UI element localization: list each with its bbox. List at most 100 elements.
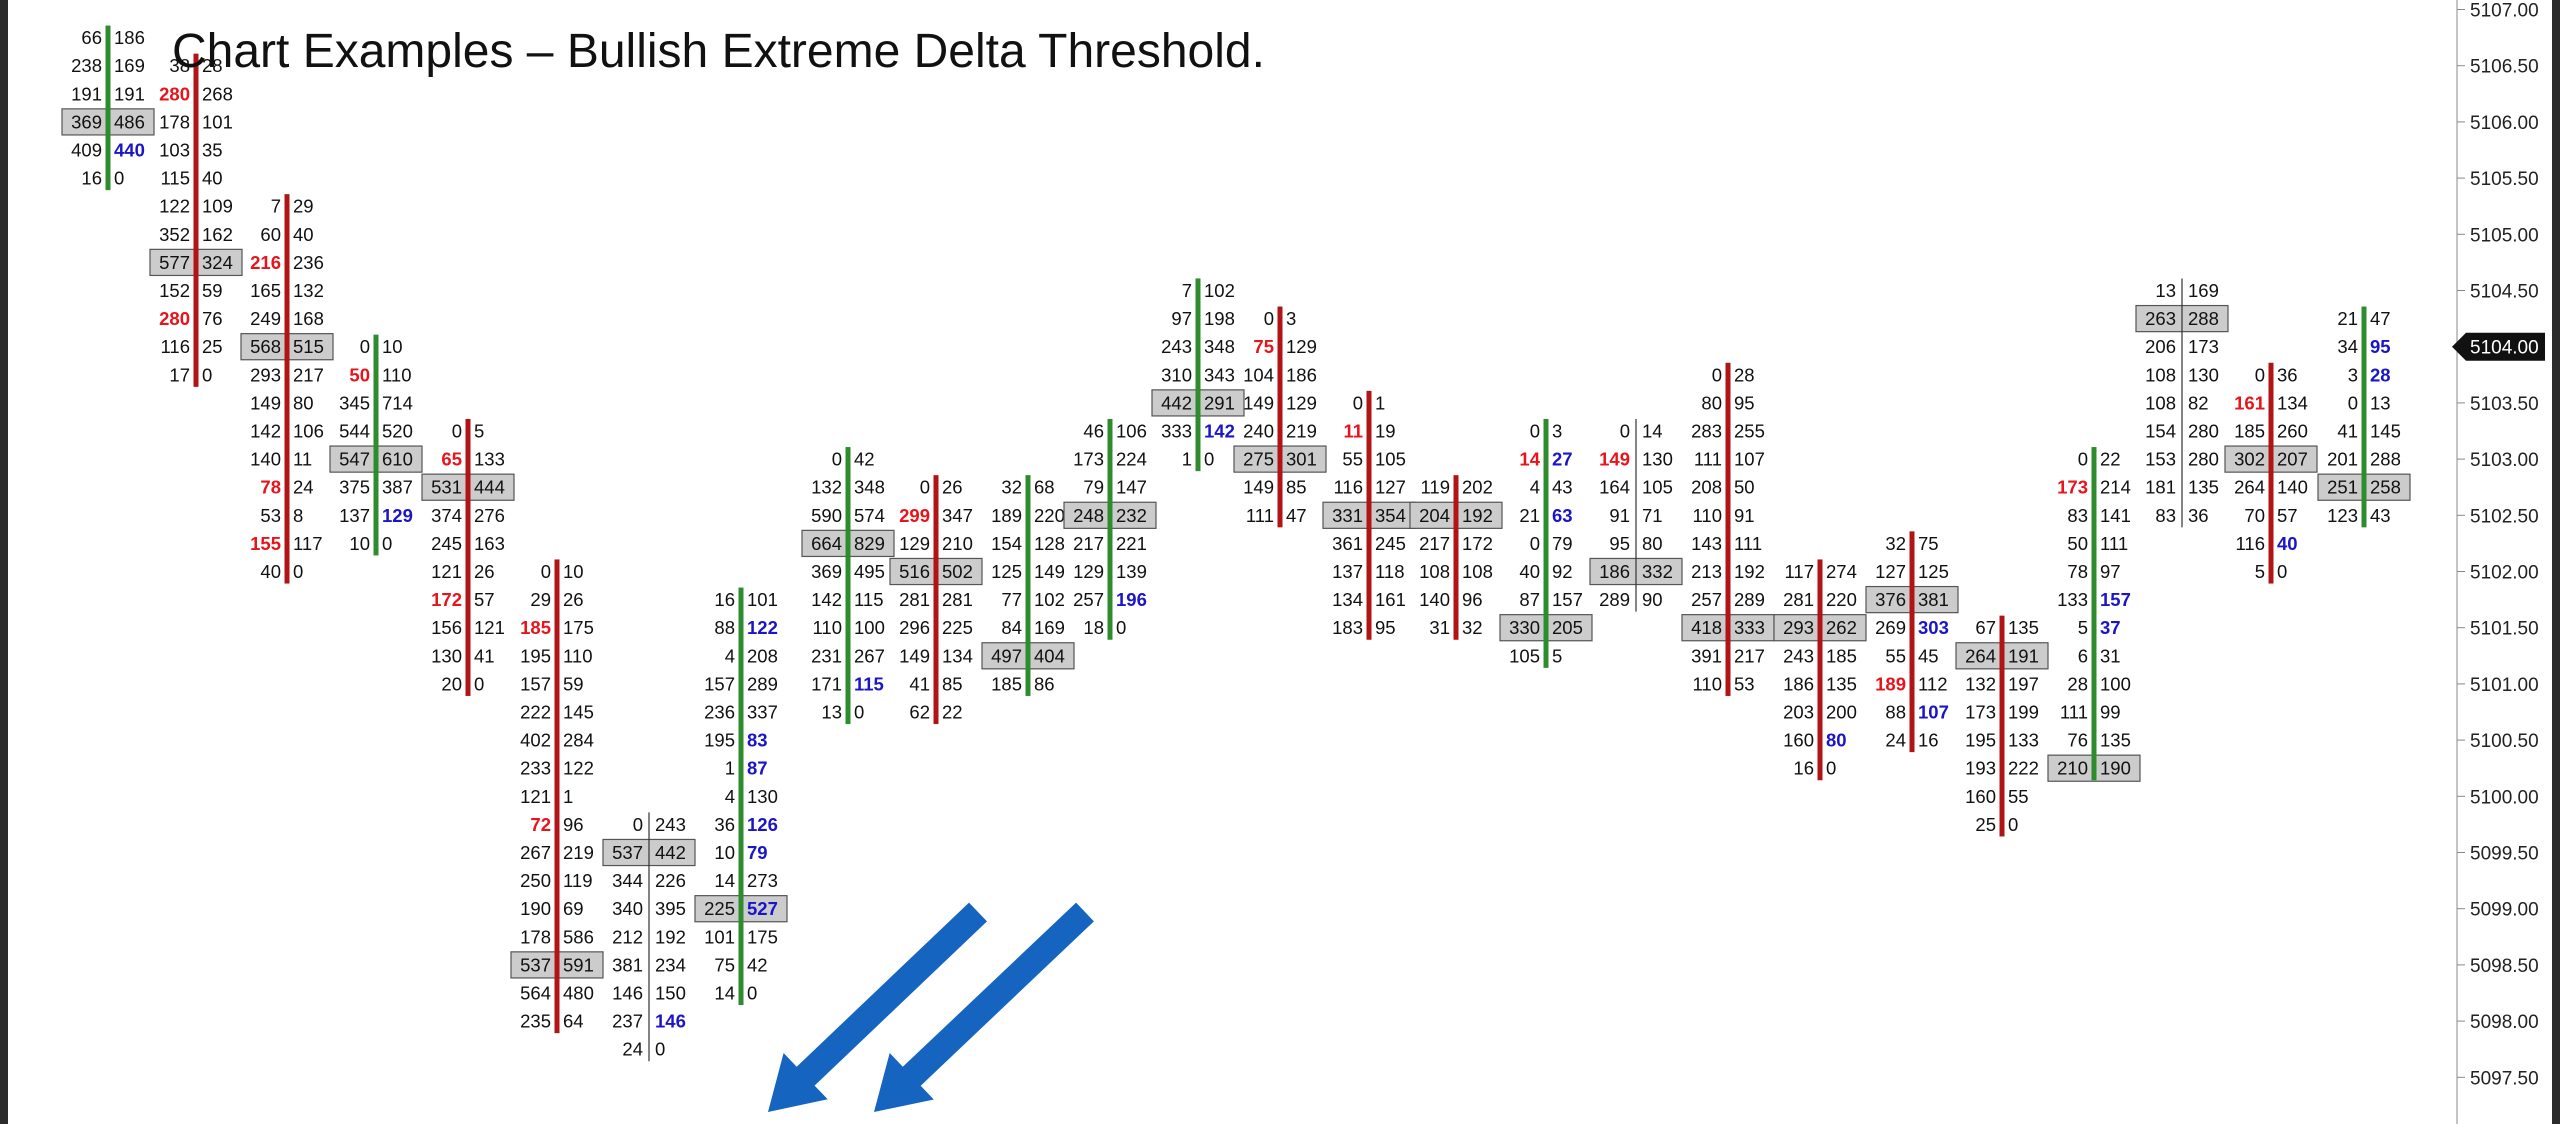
bid-volume-cell: 4 [1530, 477, 1540, 498]
bid-volume-cell: 154 [991, 533, 1022, 554]
bid-volume-cell: 108 [1419, 561, 1450, 582]
ask-volume-cell: 262 [1826, 617, 1857, 638]
bid-volume-cell: 165 [250, 280, 281, 301]
ask-volume-cell: 0 [2008, 814, 2018, 835]
ask-volume-cell: 42 [854, 449, 875, 470]
ask-volume-cell: 122 [563, 758, 594, 779]
ask-volume-cell: 75 [1918, 533, 1939, 554]
ask-volume-cell: 0 [1116, 617, 1126, 638]
bullish-bar [1025, 475, 1031, 696]
bid-volume-cell: 101 [704, 926, 735, 947]
bid-volume-cell: 0 [1530, 533, 1540, 554]
ask-volume-cell: 68 [1034, 477, 1055, 498]
bid-volume-cell: 21 [1519, 505, 1540, 526]
bid-volume-cell: 13 [821, 702, 842, 723]
bid-volume-cell: 250 [520, 870, 551, 891]
bid-volume-cell: 32 [1001, 477, 1022, 498]
axis-tick-label: 5104.50 [2470, 282, 2539, 303]
bid-volume-cell: 123 [2327, 505, 2358, 526]
ask-volume-cell: 157 [1552, 589, 1583, 610]
bid-volume-cell: 16 [81, 168, 102, 189]
ask-volume-cell: 47 [2370, 308, 2391, 329]
ask-volume-cell: 5 [1552, 645, 1562, 666]
bid-volume-cell: 248 [1073, 505, 1104, 526]
ask-volume-cell: 190 [2100, 758, 2131, 779]
ask-volume-cell: 1 [1375, 392, 1385, 413]
ask-volume-cell: 303 [1918, 617, 1949, 638]
ask-volume-cell: 71 [1642, 505, 1663, 526]
footprint-column: 67 135 264 191 132 197 173 199 195 133 193 222 160 55… [1955, 615, 2049, 837]
bid-volume-cell: 72 [530, 814, 551, 835]
bid-volume-cell: 257 [1691, 589, 1722, 610]
bid-volume-cell: 236 [704, 702, 735, 723]
ask-volume-cell: 442 [655, 842, 686, 863]
ask-volume-cell: 119 [563, 870, 593, 891]
bullish-bar [738, 587, 744, 1006]
ask-volume-cell: 255 [1734, 421, 1765, 442]
bid-volume-cell: 210 [2057, 758, 2088, 779]
ask-volume-cell: 139 [1116, 561, 1147, 582]
footprint-column: 32 68 189 220 154 128 125 149 77 102 84 169 497 404 18… [981, 475, 1075, 696]
bid-volume-cell: 29 [530, 589, 551, 610]
ask-volume-cell: 40 [202, 168, 223, 189]
ask-volume-cell: 169 [114, 55, 145, 76]
footprint-column: 0 22 173 214 83 141 50 111 78 97 133 157 5 37 6 31 28 100… [2047, 447, 2141, 782]
bid-volume-cell: 116 [161, 336, 191, 357]
axis-tick-label: 5099.50 [2470, 844, 2539, 865]
ask-volume-cell: 207 [2277, 449, 2308, 470]
ask-volume-cell: 35 [202, 140, 223, 161]
bid-volume-cell: 195 [520, 645, 551, 666]
bid-volume-cell: 116 [2236, 533, 2266, 554]
ask-volume-cell: 97 [2100, 561, 2121, 582]
bid-volume-cell: 160 [1783, 730, 1814, 751]
ask-volume-cell: 50 [1734, 477, 1755, 498]
ask-volume-cell: 110 [563, 645, 593, 666]
ask-volume-cell: 586 [563, 926, 594, 947]
bid-volume-cell: 299 [899, 505, 930, 526]
axis-tick-label: 5106.50 [2470, 57, 2539, 78]
bid-volume-cell: 14 [714, 983, 735, 1004]
bid-volume-cell: 331 [1332, 505, 1363, 526]
bid-volume-cell: 0 [1620, 421, 1630, 442]
bid-volume-cell: 181 [2145, 477, 2176, 498]
bid-volume-cell: 345 [339, 392, 370, 413]
bid-volume-cell: 293 [1783, 617, 1814, 638]
bid-volume-cell: 108 [2145, 392, 2176, 413]
bid-volume-cell: 193 [1965, 758, 1996, 779]
bid-volume-cell: 95 [1609, 533, 1630, 554]
ask-volume-cell: 85 [942, 673, 963, 694]
ask-volume-cell: 150 [655, 983, 686, 1004]
ask-volume-cell: 43 [1552, 477, 1573, 498]
ask-volume-cell: 69 [563, 898, 584, 919]
ask-volume-cell: 10 [563, 561, 584, 582]
bid-volume-cell: 119 [1421, 477, 1451, 498]
bid-volume-cell: 275 [1243, 449, 1274, 470]
ask-volume-cell: 13 [2370, 392, 2391, 413]
ask-volume-cell: 0 [114, 168, 124, 189]
ask-volume-cell: 107 [1918, 702, 1949, 723]
ask-volume-cell: 100 [2100, 673, 2131, 694]
current-price-label: 5104.00 [2470, 338, 2539, 359]
bid-volume-cell: 88 [714, 617, 735, 638]
footprint-column: 0 14 149 130 164 105 91 71 95 80 186 332 289 90 [1589, 418, 1683, 612]
ask-volume-cell: 92 [1552, 561, 1573, 582]
bid-volume-cell: 333 [1161, 421, 1192, 442]
bid-volume-cell: 340 [612, 898, 643, 919]
ask-volume-cell: 243 [655, 814, 686, 835]
left-edge-bar [0, 0, 8, 1124]
bid-volume-cell: 55 [1342, 449, 1363, 470]
ask-volume-cell: 117 [293, 533, 323, 554]
ask-volume-cell: 31 [2100, 645, 2121, 666]
bid-volume-cell: 178 [159, 111, 190, 132]
bid-volume-cell: 121 [520, 786, 551, 807]
ask-volume-cell: 495 [854, 561, 885, 582]
bid-volume-cell: 143 [1691, 533, 1722, 554]
bid-volume-cell: 16 [1793, 758, 1814, 779]
ask-volume-cell: 145 [563, 702, 594, 723]
bearish-bar [1999, 615, 2005, 837]
ask-volume-cell: 111 [1734, 533, 1762, 554]
ask-volume-cell: 41 [474, 645, 495, 666]
bid-volume-cell: 18 [1083, 617, 1104, 638]
